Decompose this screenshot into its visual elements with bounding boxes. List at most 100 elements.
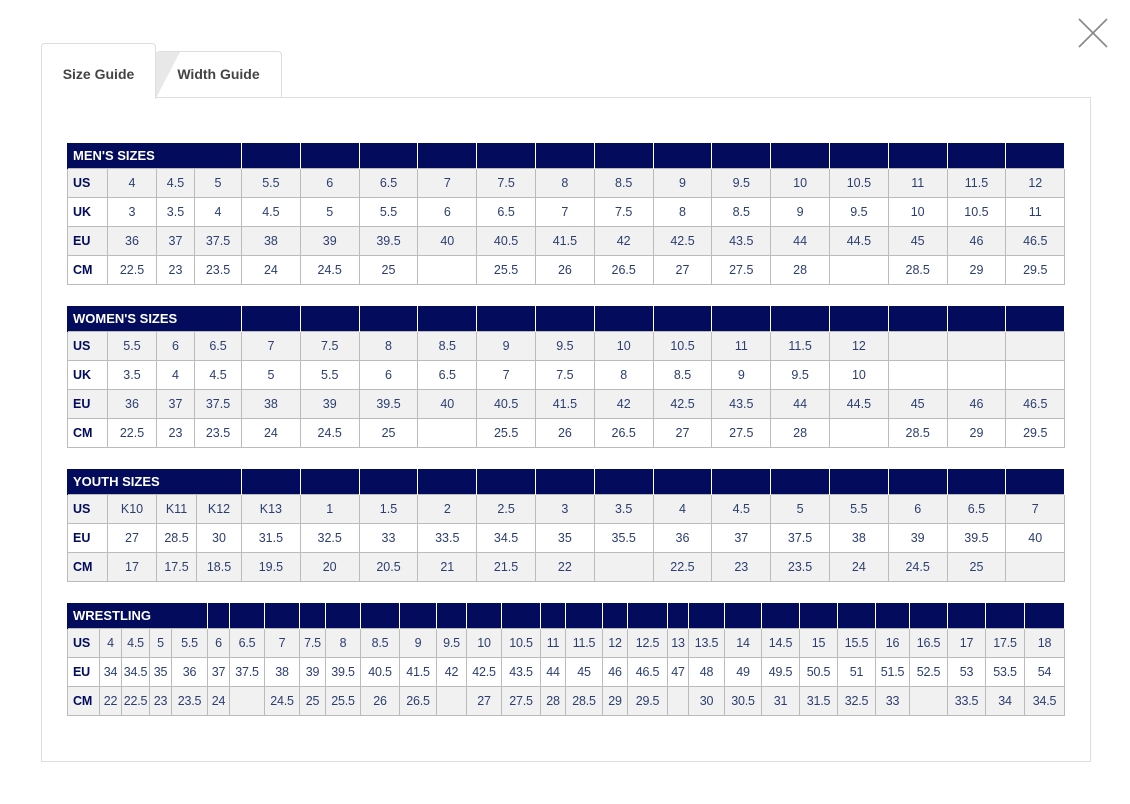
size-cell: 28.5 [887,418,948,448]
header-cell [535,143,595,169]
size-cell: 11 [887,168,948,198]
size-cell: 10.5 [828,168,889,198]
header-cell [358,143,419,169]
header-cell [299,603,327,629]
size-cell: K10 [107,494,157,524]
size-cell: 27 [652,255,713,285]
size-cell: 5 [193,168,243,198]
size-cell: 16.5 [909,628,949,658]
table-header-row: WRESTLING [66,603,1066,629]
size-cell: 9.5 [535,331,595,361]
header-cell [358,469,419,495]
size-cell: 27.5 [711,255,772,285]
size-cell: 7 [241,331,301,361]
size-cell: 36 [107,226,157,256]
size-cell: 7.5 [299,331,360,361]
size-cell [436,686,468,716]
size-cell: 40 [417,226,478,256]
size-cell: 6.5 [358,168,419,198]
size-cell: 7 [417,168,478,198]
size-cell: 38 [264,657,301,687]
size-cell: 37.5 [770,523,830,553]
size-cell: K13 [241,494,301,524]
header-cell [360,603,401,629]
size-cell: 32.5 [837,686,877,716]
size-cell: 10 [887,197,948,227]
size-cell: 25.5 [476,418,537,448]
size-cell: 46.5 [1005,226,1066,256]
size-cell: 23.5 [770,552,830,582]
size-cell: 33.5 [947,686,987,716]
size-cell [417,418,478,448]
size-cell [946,360,1007,390]
table-header-row: YOUTH SIZES [67,469,1066,495]
size-cell: 34 [99,657,122,687]
size-cell: 35 [534,523,595,553]
row-label: EU [67,226,108,256]
size-cell: 28 [540,686,567,716]
header-cell [887,469,948,495]
header-cell [909,603,949,629]
header-cell [887,306,948,332]
table-row: EU 27 28.5 30 31.5 32.5 33 33.5 34.5 35 35.5 36 37 37… [67,523,1066,553]
header-cell [837,603,877,629]
header-cell [593,469,654,495]
size-cell: 5.5 [299,360,360,390]
size-cell: 11.5 [946,168,1007,198]
row-label: EU [67,523,108,553]
size-cell: 34.5 [476,523,536,553]
header-cell [946,306,1007,332]
size-cell: 11 [540,628,567,658]
tab-size-guide[interactable]: Size Guide [41,43,156,99]
header-cell [1005,306,1066,332]
size-cell: 4 [193,197,243,227]
header-cell [476,469,536,495]
size-cell: 25.5 [476,255,536,285]
size-cell: 51 [837,657,877,687]
size-cell: 37.5 [193,389,243,419]
size-cell: 3 [534,494,595,524]
size-cell: 29 [602,686,629,716]
size-cell: 8 [325,628,362,658]
size-cell: 26.5 [593,418,654,448]
size-cell: 8.5 [711,197,772,227]
size-cell: 53 [947,657,987,687]
size-cell: 1 [299,494,360,524]
header-cell [299,306,360,332]
row-label: CM [67,686,100,716]
row-label: UK [67,360,108,390]
size-cell: 38 [241,389,301,419]
size-cell: 4 [156,360,195,390]
size-cell: 6.5 [417,360,478,390]
size-cell: 5.5 [170,628,209,658]
size-cell: 40 [417,389,478,419]
size-cell: 53.5 [985,657,1026,687]
table-title: WOMEN'S SIZES [66,306,243,332]
size-cell: 24.5 [887,552,948,582]
size-cell: 40 [1005,523,1066,553]
size-cell [593,552,654,582]
size-cell: 51.5 [875,657,911,687]
size-cell: 27 [652,418,713,448]
tab-width-guide[interactable]: Width Guide [156,51,282,98]
table-row: UK 3 3.5 4 4.5 5 5.5 6 6.5 7 7.5 8 8.5 9 9.5 10 10.5 11 [67,197,1066,227]
size-cell: 14.5 [761,628,801,658]
size-cell: 50.5 [799,657,839,687]
table-row: US 5.5 6 6.5 7 7.5 8 8.5 9 9.5 10 10.5 11 11.5 12 [67,331,1066,361]
size-cell: 23.5 [193,418,243,448]
size-cell: 4.5 [711,494,772,524]
header-cell [241,469,301,495]
header-cell [985,603,1026,629]
size-cell: 29.5 [1005,255,1066,285]
size-cell: 35 [149,657,172,687]
size-cell: 10.5 [946,197,1007,227]
size-cell: 28 [770,418,830,448]
close-icon[interactable] [1077,17,1109,49]
size-cell: 24.5 [264,686,301,716]
size-cell: 37.5 [193,226,243,256]
size-cell: 39 [299,226,360,256]
size-cell: K12 [196,494,242,524]
size-cell: 13.5 [688,628,726,658]
size-cell: 2.5 [476,494,536,524]
size-cell: 27.5 [711,418,772,448]
